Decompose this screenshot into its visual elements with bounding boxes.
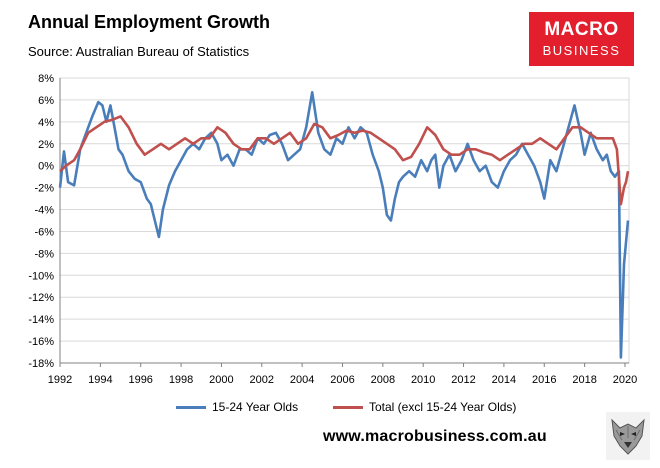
legend-label-total: Total (excl 15-24 Year Olds) (369, 400, 517, 414)
line-chart: 8% 6% 4% 2% 0% -2% -4% -6% -8% -10% -12% -14% -16% -1… (28, 73, 637, 386)
y-tick-label: -16% (28, 336, 54, 348)
series-line-total (59, 115, 630, 206)
x-tick-labels: 1992 1994 1996 1998 2000 2002 2004 2006 2008 2010… (48, 374, 637, 386)
y-tick-label: 2% (38, 139, 54, 151)
series-line-youth (58, 91, 630, 359)
y-tick-label: 0% (38, 161, 54, 173)
x-tick-label: 2012 (451, 374, 475, 386)
legend-swatch-youth (176, 405, 206, 409)
wolf-icon (606, 412, 650, 460)
website-url: www.macrobusiness.com.au (323, 428, 547, 445)
x-tick-label: 2020 (613, 374, 637, 386)
chart-source: Source: Australian Bureau of Statistics (28, 44, 250, 59)
x-tick-label: 1996 (128, 374, 152, 386)
plot-area (59, 77, 630, 364)
y-tick-label: -12% (28, 292, 54, 304)
axes (59, 78, 629, 367)
y-tick-label: -4% (34, 205, 54, 217)
y-tick-label: -10% (28, 270, 54, 282)
x-tick-label: 2010 (411, 374, 435, 386)
x-tick-label: 2008 (371, 374, 395, 386)
legend-label-youth: 15-24 Year Olds (212, 400, 299, 414)
y-tick-labels: 8% 6% 4% 2% 0% -2% -4% -6% -8% -10% -12% -14% -16% -1… (28, 73, 54, 370)
legend-swatch-total (333, 405, 363, 409)
x-tick-label: 2018 (572, 374, 596, 386)
y-tick-label: -14% (28, 314, 54, 326)
x-tick-label: 2006 (330, 374, 354, 386)
y-tick-label: 6% (38, 95, 54, 107)
y-tick-label: 4% (38, 117, 54, 129)
legend-item-youth: 15-24 Year Olds (176, 400, 298, 414)
grid-lines (59, 77, 630, 364)
x-tick-label: 2016 (532, 374, 556, 386)
y-tick-label: -8% (34, 248, 54, 260)
logo-line2: BUSINESS (542, 43, 621, 58)
x-tick-label: 2000 (209, 374, 233, 386)
x-tick-label: 1992 (48, 374, 72, 386)
x-tick-label: 1998 (169, 374, 193, 386)
macrobusiness-logo: MACRO BUSINESS (529, 12, 634, 66)
x-tick-label: 2004 (290, 374, 314, 386)
chart-title: Annual Employment Growth (28, 12, 271, 32)
series-lines (58, 91, 630, 359)
y-tick-label: 8% (38, 73, 54, 85)
x-tick-label: 2014 (492, 374, 516, 386)
x-tick-label: 1994 (88, 374, 112, 386)
y-tick-label: -2% (34, 183, 54, 195)
logo-line1: MACRO (544, 19, 619, 40)
legend-item-total: Total (excl 15-24 Year Olds) (333, 400, 516, 414)
y-tick-label: -6% (34, 226, 54, 238)
x-tick-label: 2002 (250, 374, 274, 386)
y-tick-label: -18% (28, 358, 54, 370)
